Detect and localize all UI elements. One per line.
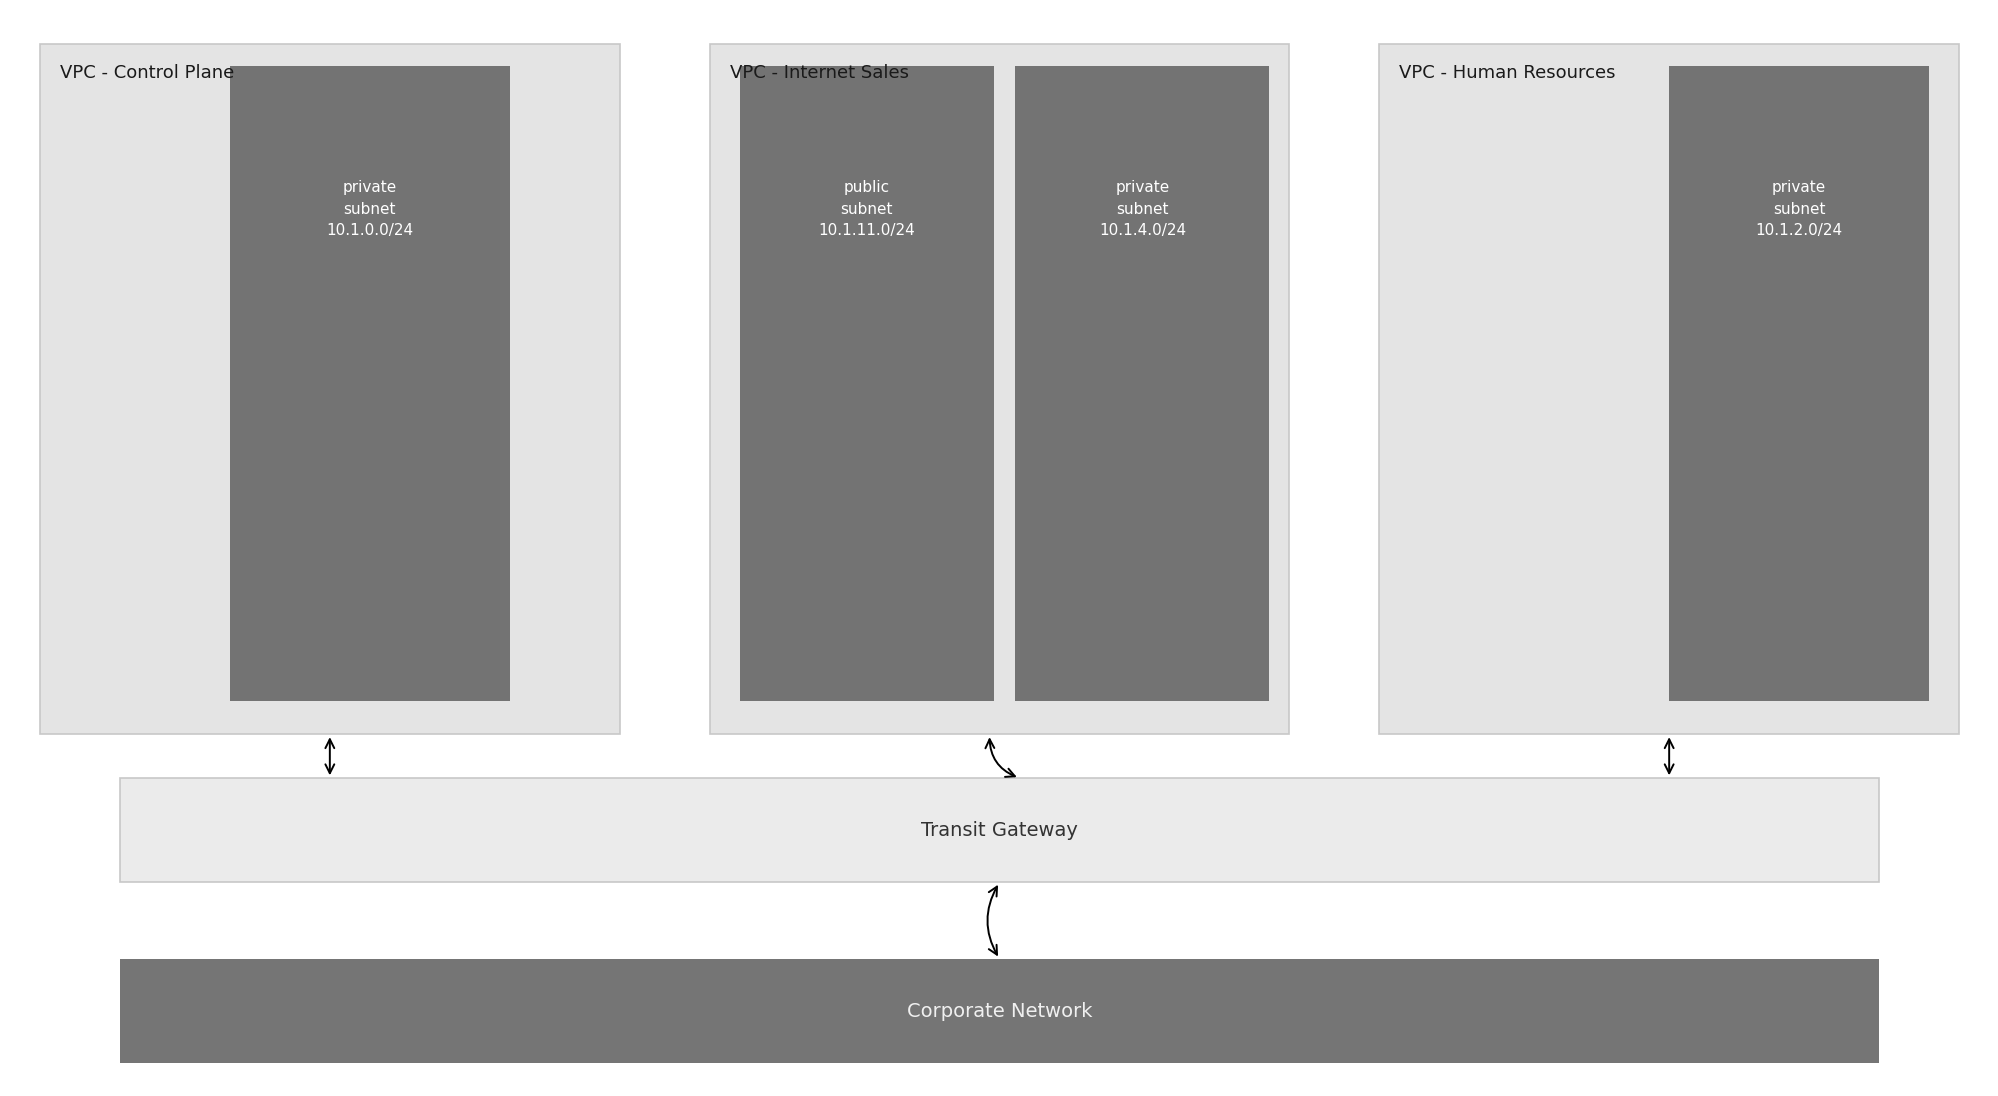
FancyBboxPatch shape bbox=[40, 44, 619, 734]
Text: private
subnet
10.1.2.0/24: private subnet 10.1.2.0/24 bbox=[1754, 180, 1842, 239]
Text: Corporate Network: Corporate Network bbox=[907, 1002, 1091, 1020]
FancyBboxPatch shape bbox=[1015, 66, 1269, 701]
FancyBboxPatch shape bbox=[709, 44, 1289, 734]
FancyBboxPatch shape bbox=[1379, 44, 1958, 734]
FancyBboxPatch shape bbox=[739, 66, 993, 701]
FancyBboxPatch shape bbox=[120, 778, 1878, 882]
Text: public
subnet
10.1.11.0/24: public subnet 10.1.11.0/24 bbox=[817, 180, 915, 239]
FancyBboxPatch shape bbox=[120, 959, 1878, 1063]
Text: VPC - Internet Sales: VPC - Internet Sales bbox=[729, 64, 909, 81]
Text: VPC - Human Resources: VPC - Human Resources bbox=[1399, 64, 1614, 81]
Text: VPC - Control Plane: VPC - Control Plane bbox=[60, 64, 234, 81]
Text: private
subnet
10.1.0.0/24: private subnet 10.1.0.0/24 bbox=[326, 180, 414, 239]
FancyBboxPatch shape bbox=[1668, 66, 1928, 701]
Text: private
subnet
10.1.4.0/24: private subnet 10.1.4.0/24 bbox=[1099, 180, 1185, 239]
Text: Transit Gateway: Transit Gateway bbox=[921, 821, 1077, 840]
FancyBboxPatch shape bbox=[230, 66, 509, 701]
